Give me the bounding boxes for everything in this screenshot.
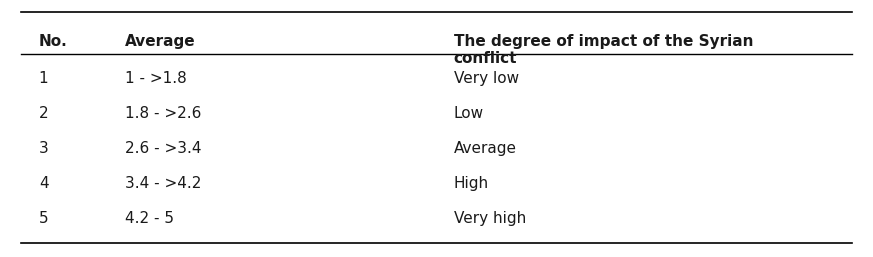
Text: 1.8 - >2.6: 1.8 - >2.6 — [125, 106, 202, 121]
Text: Average: Average — [454, 141, 517, 156]
Text: No.: No. — [38, 34, 67, 49]
Text: High: High — [454, 176, 489, 191]
Text: 2.6 - >3.4: 2.6 - >3.4 — [125, 141, 202, 156]
Text: 1 - >1.8: 1 - >1.8 — [125, 71, 187, 86]
Text: 5: 5 — [38, 210, 48, 226]
Text: 3.4 - >4.2: 3.4 - >4.2 — [125, 176, 202, 191]
Text: The degree of impact of the Syrian
conflict: The degree of impact of the Syrian confl… — [454, 34, 753, 66]
Text: 2: 2 — [38, 106, 48, 121]
Text: Low: Low — [454, 106, 484, 121]
Text: Very low: Very low — [454, 71, 519, 86]
Text: 1: 1 — [38, 71, 48, 86]
Text: 3: 3 — [38, 141, 49, 156]
Text: 4.2 - 5: 4.2 - 5 — [125, 210, 175, 226]
Text: Average: Average — [125, 34, 196, 49]
Text: Very high: Very high — [454, 210, 526, 226]
Text: 4: 4 — [38, 176, 48, 191]
